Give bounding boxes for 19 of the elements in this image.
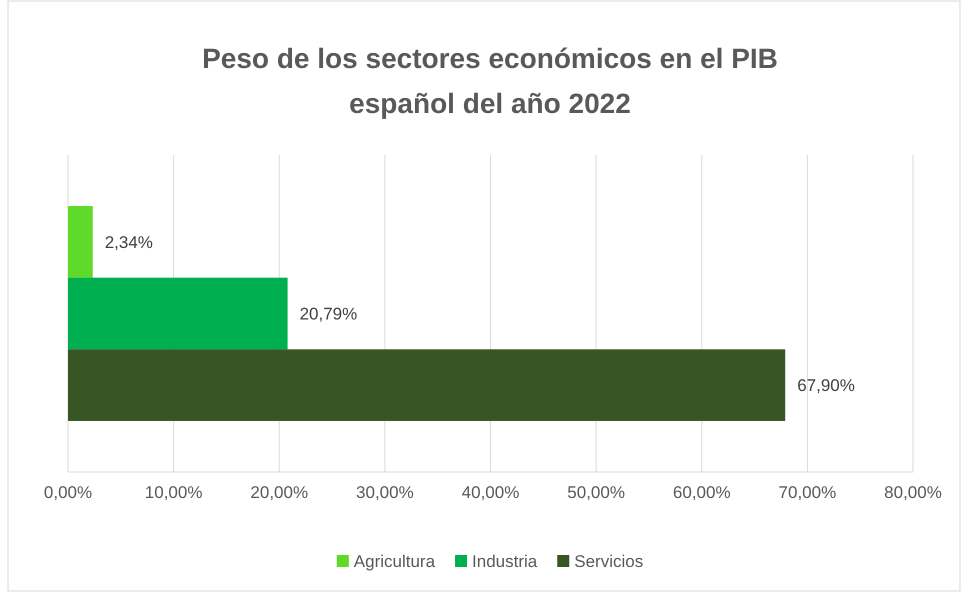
legend-label: Servicios bbox=[574, 552, 644, 571]
x-tick-label: 60,00% bbox=[672, 483, 731, 502]
x-tick-label: 40,00% bbox=[462, 483, 520, 502]
x-tick-label: 50,00% bbox=[567, 483, 625, 502]
data-label: 67,90% bbox=[797, 376, 855, 396]
x-tick-label: 10,00% bbox=[144, 483, 202, 502]
bar bbox=[68, 206, 93, 278]
data-label: 2,34% bbox=[104, 232, 153, 252]
legend-label: Industria bbox=[472, 552, 538, 571]
legend-label: Agricultura bbox=[354, 552, 436, 571]
x-tick-label: 70,00% bbox=[778, 483, 836, 502]
x-tick-label: 80,00% bbox=[884, 483, 942, 502]
bar bbox=[68, 349, 786, 421]
chart-title: Peso de los sectores económicos en el PIB español del año 2022 bbox=[202, 43, 778, 119]
x-tick-label: 30,00% bbox=[356, 483, 414, 502]
data-label: 20,79% bbox=[300, 304, 358, 324]
x-tick-label: 0,00% bbox=[44, 483, 92, 502]
bar bbox=[68, 278, 288, 350]
x-tick-label: 20,00% bbox=[250, 483, 308, 502]
